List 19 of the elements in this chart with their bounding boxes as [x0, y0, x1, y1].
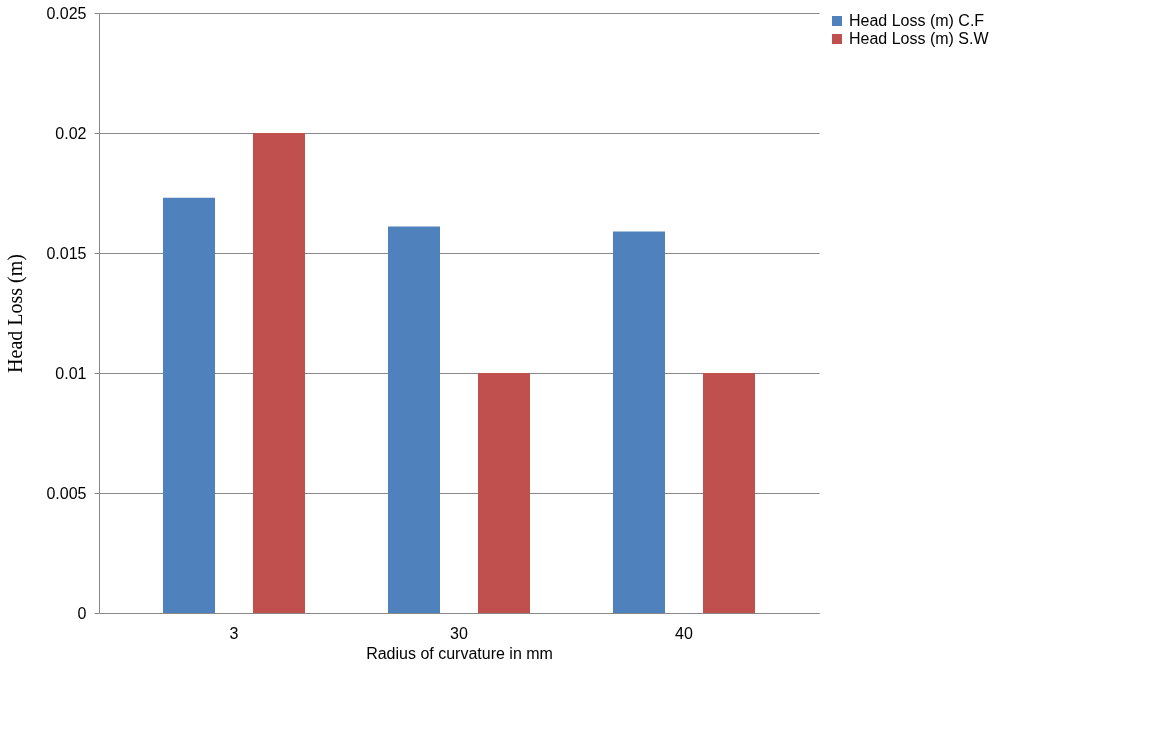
- bar: [388, 226, 440, 613]
- legend-label: Head Loss (m) C.F: [849, 12, 985, 29]
- x-axis-title: Radius of curvature in mm: [366, 644, 553, 662]
- bar: [163, 197, 215, 613]
- bar: [478, 373, 530, 613]
- x-tick-label: 40: [675, 624, 693, 642]
- bar: [253, 133, 305, 613]
- bar: [613, 231, 665, 613]
- x-tick-label: 30: [450, 624, 468, 642]
- y-tick-label: 0.025: [46, 4, 87, 22]
- y-tick-label: 0.01: [55, 364, 87, 382]
- y-tick-label: 0.015: [46, 244, 87, 262]
- y-tick-label: 0.005: [46, 484, 87, 502]
- legend-label: Head Loss (m) S.W: [849, 30, 990, 47]
- y-axis-title: Head Loss (m): [4, 254, 28, 373]
- y-tick-label: 0.02: [55, 124, 87, 142]
- x-tick-label: 3: [229, 624, 239, 642]
- bar: [703, 373, 755, 613]
- y-tick-label: 0: [77, 604, 87, 622]
